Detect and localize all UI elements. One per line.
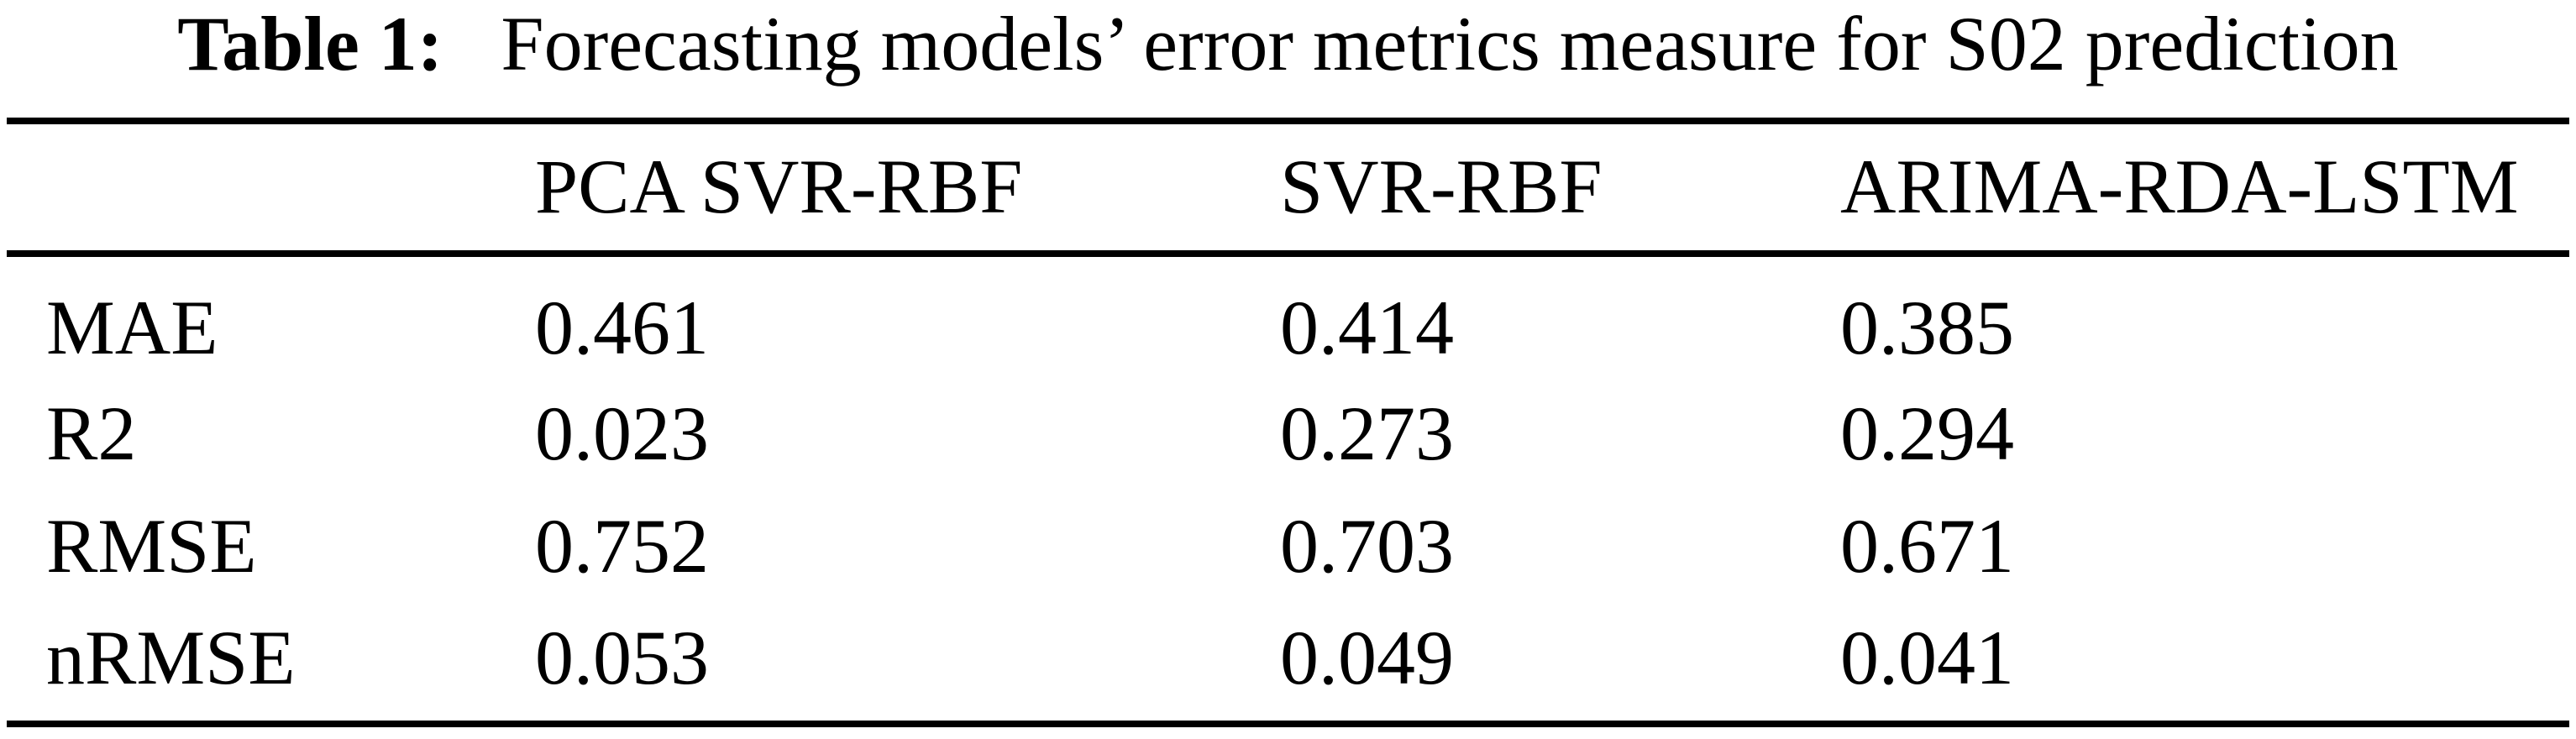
cell-value: 0.053 (535, 615, 709, 700)
table-header-row: PCA SVR-RBF SVR-RBF ARIMA-RDA-LSTM (0, 148, 2576, 225)
column-header-svr-rbf: SVR-RBF (1280, 144, 1603, 229)
table-bottom-rule (7, 721, 2569, 727)
row-label: nRMSE (46, 615, 296, 700)
cell-value: 0.671 (1840, 503, 2014, 589)
cell-value: 0.461 (535, 285, 709, 370)
caption-spacer (462, 1, 501, 86)
cell-value: 0.703 (1280, 503, 1454, 589)
table-row-rmse: RMSE 0.752 0.703 0.671 (0, 507, 2576, 584)
column-header-arima-rda-lstm: ARIMA-RDA-LSTM (1840, 144, 2519, 229)
cell-value: 0.023 (535, 390, 709, 476)
column-header-pca-svr-rbf: PCA SVR-RBF (535, 144, 1023, 229)
cell-value: 0.385 (1840, 285, 2014, 370)
caption-text: Forecasting models’ error metrics measur… (501, 1, 2399, 86)
table-row-mae: MAE 0.461 0.414 0.385 (0, 289, 2576, 366)
row-label: MAE (46, 285, 218, 370)
row-label: RMSE (46, 503, 257, 589)
row-label: R2 (46, 390, 137, 476)
cell-value: 0.294 (1840, 390, 2014, 476)
cell-value: 0.049 (1280, 615, 1454, 700)
table-mid-rule (7, 250, 2569, 257)
cell-value: 0.041 (1840, 615, 2014, 700)
table-caption: Table 1: Forecasting models’ error metri… (0, 0, 2576, 101)
cell-value: 0.752 (535, 503, 709, 589)
table-top-rule (7, 118, 2569, 124)
cell-value: 0.273 (1280, 390, 1454, 476)
cell-value: 0.414 (1280, 285, 1454, 370)
table-row-r2: R2 0.023 0.273 0.294 (0, 395, 2576, 472)
caption-label: Table 1: (177, 1, 443, 86)
table-row-nrmse: nRMSE 0.053 0.049 0.041 (0, 619, 2576, 696)
